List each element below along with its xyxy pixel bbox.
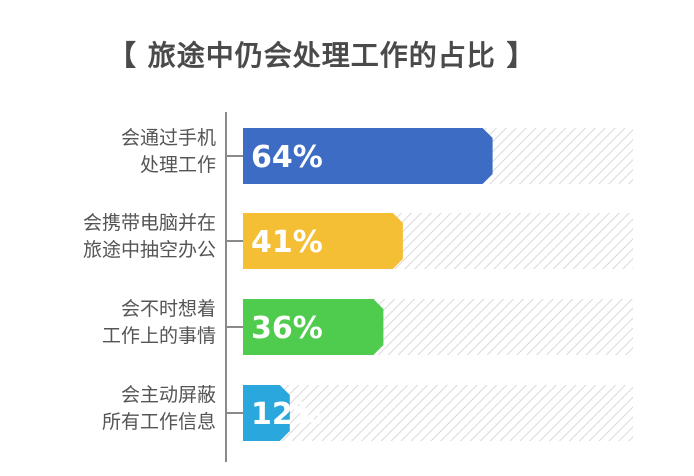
bar-value-label: 41% [251, 225, 323, 260]
category-label-4-line-1: 会主动屏蔽 [120, 384, 216, 406]
chart-title: 【 旅途中仍会处理工作的占比 】 [108, 39, 536, 72]
category-label-3-line-1: 会不时想着 [120, 298, 216, 320]
category-label-3-line-2: 工作上的事情 [101, 325, 216, 347]
category-label-3: 会不时想着 工作上的事情 [16, 296, 216, 350]
category-label-2: 会携带电脑并在 旅途中抽空办公 [16, 210, 216, 264]
category-label-4: 会主动屏蔽 所有工作信息 [16, 382, 216, 436]
category-label-4-line-2: 所有工作信息 [101, 411, 216, 433]
bar [243, 299, 384, 355]
category-label-1-line-2: 处理工作 [139, 154, 216, 176]
bar [243, 213, 403, 269]
bar-value-label: 64% [251, 140, 323, 175]
bar-track [243, 385, 633, 441]
category-label-2-line-1: 会携带电脑并在 [82, 212, 216, 234]
bar [243, 385, 290, 441]
category-label-1-line-1: 会通过手机 [120, 127, 216, 149]
bar [243, 128, 493, 184]
category-label-1: 会通过手机 处理工作 [16, 125, 216, 179]
category-label-2-line-2: 旅途中抽空办公 [82, 239, 216, 261]
bar-value-label: 36% [251, 311, 323, 346]
bar-value-label: 12% [251, 397, 323, 432]
